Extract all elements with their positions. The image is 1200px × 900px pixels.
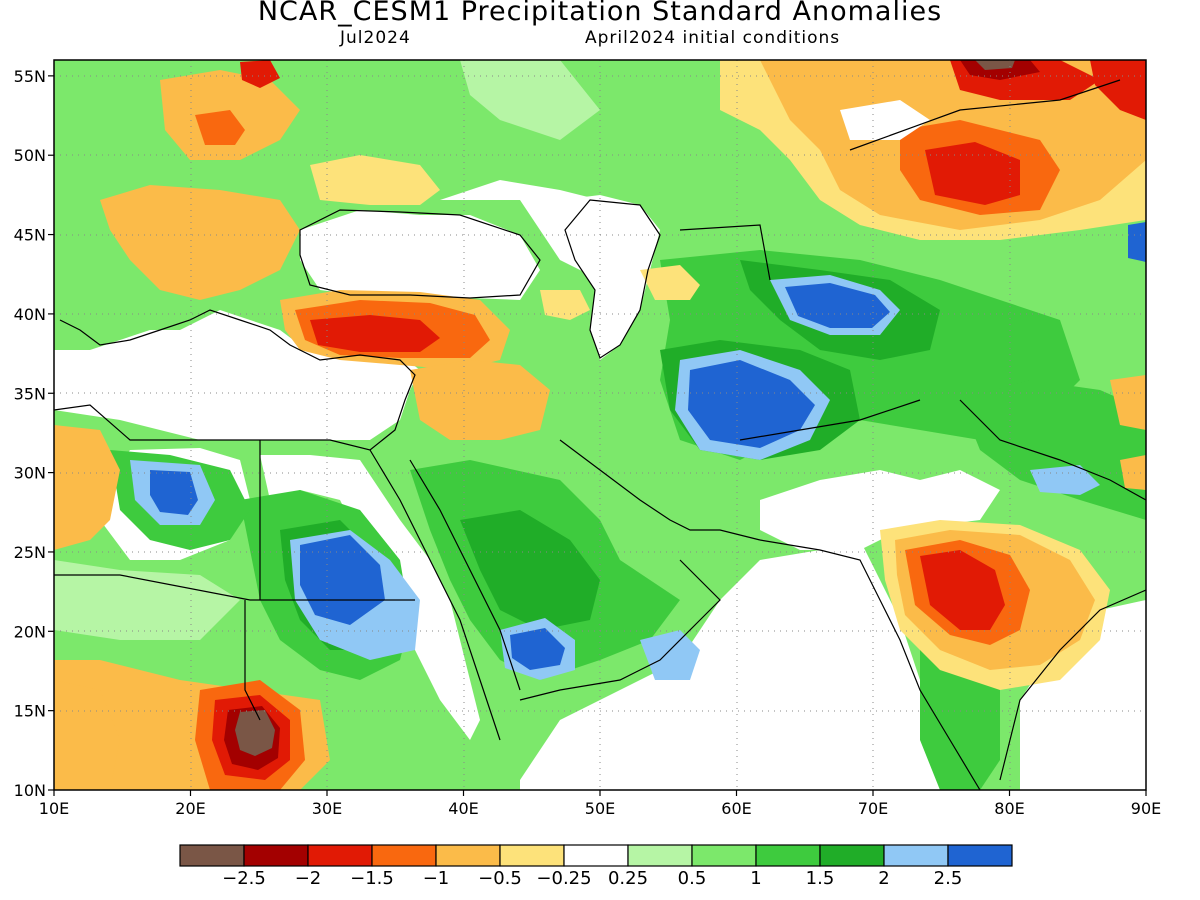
x-tick-label: 80E <box>994 799 1024 818</box>
india-red <box>920 550 1005 630</box>
light-green-belt-north <box>460 60 600 140</box>
colorbar-swatch <box>883 844 949 867</box>
colorbar-label: 1.5 <box>806 868 835 889</box>
poland-red <box>195 110 245 145</box>
china-blue <box>1030 465 1100 495</box>
colorbar-label: 0.5 <box>678 868 707 889</box>
colorbar-label: −1.5 <box>350 868 394 889</box>
siberia-brown <box>975 60 1015 70</box>
arabian-sea-nodata <box>520 540 980 790</box>
yemen-blue <box>510 628 565 670</box>
colorbar-swatch <box>307 844 373 867</box>
libya-blue <box>150 470 198 515</box>
iran-afghanistan-blue <box>688 360 815 448</box>
iraq-yellow <box>540 290 590 320</box>
colorbar-swatch <box>819 844 885 867</box>
black-sea-nodata <box>300 210 540 300</box>
y-tick-label: 55N <box>14 67 46 86</box>
y-tick-label: 15N <box>14 702 46 721</box>
colorbar-label: 2 <box>878 868 889 889</box>
x-tick-label: 20E <box>175 799 205 818</box>
chart-title: NCAR_CESM1 Precipitation Standard Anomal… <box>257 0 943 27</box>
colorbar-swatch <box>179 844 245 867</box>
kazakh-white-gap <box>840 100 930 140</box>
colorbar-swatch <box>435 844 501 867</box>
colorbar-swatch <box>691 844 757 867</box>
baltic-red <box>240 60 280 88</box>
colorbar-swatch <box>371 844 437 867</box>
y-tick-label: 20N <box>14 622 46 641</box>
colorbar-label: −0.25 <box>536 868 591 889</box>
x-tick-label: 90E <box>1131 799 1161 818</box>
colorbar-label: 1 <box>750 868 761 889</box>
x-tick-label: 50E <box>585 799 615 818</box>
iran-yellow <box>640 265 700 300</box>
kazakh-red <box>925 142 1020 205</box>
forecast-month: Jul2024 <box>340 28 411 48</box>
egypt-sudan-blue <box>300 535 385 625</box>
colorbar-swatch <box>947 844 1013 867</box>
y-tick-label: 25N <box>14 543 46 562</box>
y-tick-label: 40N <box>14 305 46 324</box>
turkey-red <box>310 315 440 352</box>
tunisia-orange <box>54 425 120 550</box>
colorbar-label: −0.5 <box>478 868 522 889</box>
light-green-belt-2 <box>54 560 240 640</box>
y-tick-label: 50N <box>14 146 46 165</box>
northeast-blue <box>1128 222 1146 262</box>
uzbekistan-blue <box>785 283 890 328</box>
x-tick-label: 60E <box>721 799 751 818</box>
colorbar-swatch <box>499 844 565 867</box>
x-tick-label: 10E <box>39 799 69 818</box>
colorbar-swatch <box>563 844 629 867</box>
x-tick-label: 70E <box>858 799 888 818</box>
northeast-orange <box>1110 375 1146 430</box>
arabia-green-dark <box>460 510 600 630</box>
ukraine-yellow <box>310 155 440 205</box>
colorbar-swatch <box>755 844 821 867</box>
anomaly-field <box>54 60 1146 790</box>
iraq-orange <box>410 360 550 440</box>
colorbar-swatch <box>243 844 309 867</box>
bay-of-bengal-nodata <box>1020 600 1146 790</box>
colorbar-swatch <box>627 844 693 867</box>
mediterranean-nodata <box>54 310 420 440</box>
graticule <box>54 60 1146 790</box>
y-tick-label: 10N <box>14 781 46 800</box>
y-tick-label: 35N <box>14 384 46 403</box>
initial-conditions: April2024 initial conditions <box>585 28 841 48</box>
balkans-orange <box>100 185 300 300</box>
east-siberia-red <box>1090 60 1146 120</box>
x-tick-label: 30E <box>312 799 342 818</box>
colorbar-label: −2 <box>295 868 322 889</box>
colorbar-label: −2.5 <box>222 868 266 889</box>
x-tick-label: 40E <box>448 799 478 818</box>
colorbar-label: 2.5 <box>934 868 963 889</box>
y-tick-label: 30N <box>14 464 46 483</box>
colorbar: −2.5 −2 −1.5 −1 −0.5 −0.25 0.25 0.5 1 1.5 2 2.5 <box>179 844 1013 889</box>
x-axis-ticks: 10E 20E 30E 40E 50E 60E 70E 80E 90E <box>39 790 1161 818</box>
oman-blue-light <box>640 630 700 680</box>
east-orange <box>1120 455 1146 490</box>
west-africa-orange <box>54 680 120 790</box>
pakistan-white <box>760 470 1000 550</box>
colorbar-label: 0.25 <box>608 868 648 889</box>
egypt-white <box>260 455 480 740</box>
chad-brown <box>235 710 275 756</box>
y-tick-label: 45N <box>14 226 46 245</box>
colorbar-label: −1 <box>423 868 450 889</box>
coastlines <box>54 79 1146 790</box>
y-axis-ticks: 10N 15N 20N 25N 30N 35N 40N 45N 50N 55N <box>14 67 54 800</box>
